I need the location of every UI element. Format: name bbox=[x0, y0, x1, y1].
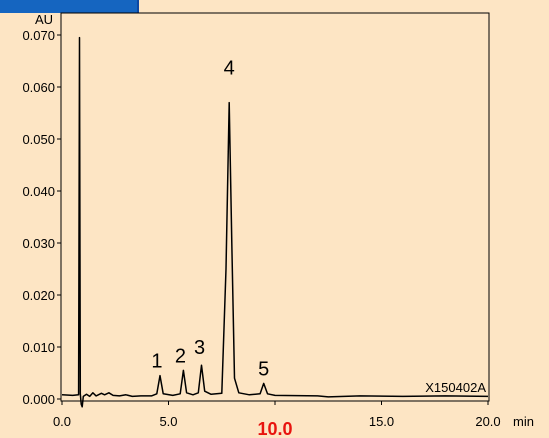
peak-label-5: 5 bbox=[258, 358, 269, 380]
peak-label-3: 3 bbox=[194, 337, 205, 359]
sample-id-label: X150402A bbox=[425, 380, 486, 395]
plot-frame bbox=[60, 12, 490, 402]
y-tick-label: 0.010 bbox=[22, 340, 55, 355]
y-tick-label: 0.030 bbox=[22, 236, 55, 251]
x-tick-label: 20.0 bbox=[475, 414, 500, 429]
window-tab[interactable] bbox=[0, 0, 139, 13]
peak-label-4: 4 bbox=[224, 58, 235, 80]
peak-label-2: 2 bbox=[175, 345, 186, 367]
x-highlight-tick-label: 10.0 bbox=[257, 419, 292, 438]
peak-label-1: 1 bbox=[151, 351, 162, 373]
y-tick-label: 0.040 bbox=[22, 184, 55, 199]
y-axis-ticks: 0.000 0.010 0.020 0.030 0.040 0.050 0.060 0.070 bbox=[22, 28, 61, 407]
peak-labels: 1 2 3 4 5 bbox=[151, 58, 269, 381]
x-axis-unit: min bbox=[513, 414, 534, 429]
y-tick-label: 0.070 bbox=[22, 28, 55, 43]
x-axis-ticks: 0.0 5.0 15.0 20.0 10.0 bbox=[53, 401, 501, 438]
y-tick-label: 0.020 bbox=[22, 288, 55, 303]
x-tick-label: 0.0 bbox=[53, 414, 71, 429]
y-tick-label: 0.000 bbox=[22, 392, 55, 407]
x-tick-label: 5.0 bbox=[159, 414, 177, 429]
y-tick-label: 0.050 bbox=[22, 132, 55, 147]
x-tick-label: 15.0 bbox=[369, 414, 394, 429]
y-axis-unit: AU bbox=[35, 12, 53, 27]
y-tick-label: 0.060 bbox=[22, 80, 55, 95]
chromatogram-trace bbox=[61, 36, 489, 408]
